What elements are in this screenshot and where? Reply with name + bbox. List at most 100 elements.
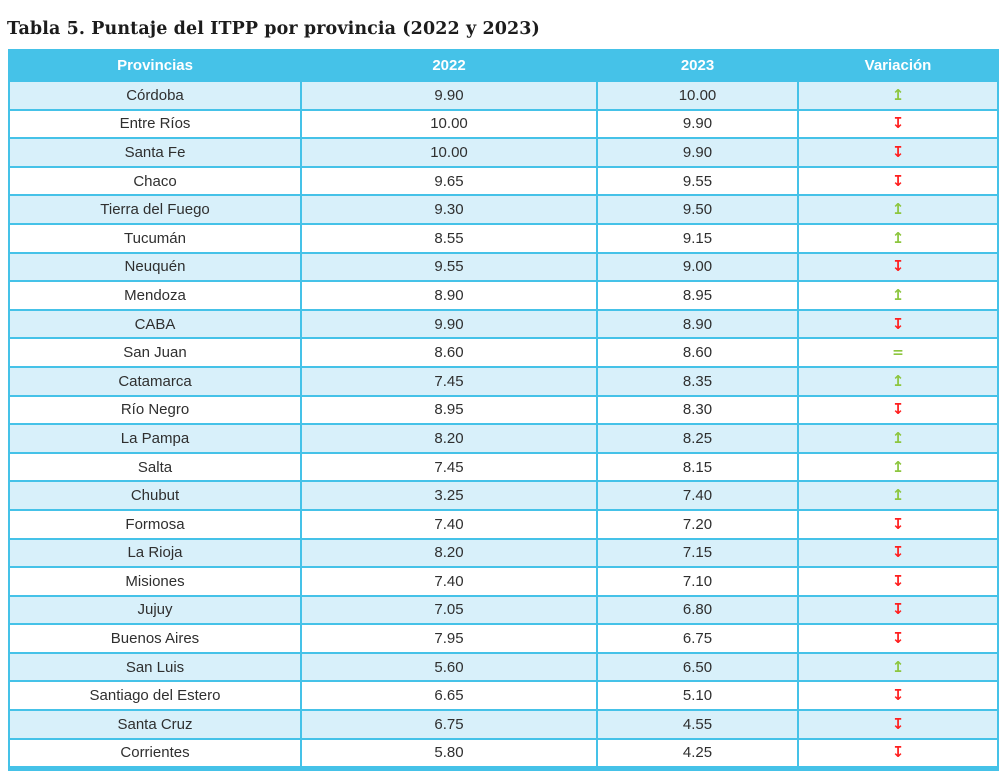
- table-row: Chaco 9.65 9.55 ↧: [8, 165, 999, 197]
- cell-2022: 6.75: [300, 709, 598, 740]
- cell-variacion: ↧: [797, 308, 999, 340]
- cell-provincia: Formosa: [8, 508, 302, 540]
- cell-variacion: ↧: [797, 165, 999, 197]
- cell-provincia: Entre Ríos: [8, 108, 302, 140]
- cell-2023: 6.75: [596, 623, 799, 654]
- cell-2023: 9.00: [596, 251, 799, 283]
- trend-down-icon: ↧: [891, 142, 905, 161]
- cell-variacion: ↧: [797, 594, 999, 626]
- table-row: Entre Ríos 10.00 9.90 ↧: [8, 108, 999, 140]
- cell-variacion: ↧: [797, 394, 999, 426]
- cell-variacion: ↧: [797, 108, 999, 140]
- cell-2023: 5.10: [596, 680, 799, 712]
- trend-up-icon: ↥: [891, 371, 905, 390]
- cell-provincia: Chaco: [8, 165, 302, 197]
- cell-2023: 7.10: [596, 566, 799, 597]
- cell-2022: 8.95: [300, 394, 598, 426]
- cell-2023: 9.55: [596, 165, 799, 197]
- cell-variacion: ↧: [797, 623, 999, 654]
- cell-2022: 9.55: [300, 251, 598, 283]
- table-row: Misiones 7.40 7.10 ↧: [8, 566, 999, 597]
- cell-provincia: Santa Cruz: [8, 709, 302, 740]
- cell-2022: 8.90: [300, 280, 598, 311]
- cell-variacion: ↥: [797, 194, 999, 225]
- cell-variacion: ↥: [797, 480, 999, 511]
- table-row: San Luis 5.60 6.50 ↥: [8, 651, 999, 683]
- column-header-variacion: Variación: [797, 49, 999, 82]
- table-body: Córdoba 9.90 10.00 ↥ Entre Ríos 10.00 9.…: [8, 80, 999, 770]
- cell-provincia: Tucumán: [8, 222, 302, 254]
- table-row: Formosa 7.40 7.20 ↧: [8, 508, 999, 540]
- table-row: Tucumán 8.55 9.15 ↥: [8, 222, 999, 254]
- cell-provincia: San Juan: [8, 337, 302, 368]
- cell-2022: 7.40: [300, 566, 598, 597]
- cell-variacion: ↧: [797, 566, 999, 597]
- cell-provincia: Mendoza: [8, 280, 302, 311]
- cell-2022: 10.00: [300, 108, 598, 140]
- cell-provincia: Neuquén: [8, 251, 302, 283]
- cell-provincia: Santa Fe: [8, 137, 302, 168]
- cell-variacion: ↧: [797, 137, 999, 168]
- cell-2022: 5.60: [300, 651, 598, 683]
- table-row: Río Negro 8.95 8.30 ↧: [8, 394, 999, 426]
- table-row: Buenos Aires 7.95 6.75 ↧: [8, 623, 999, 654]
- table-row: Córdoba 9.90 10.00 ↥: [8, 80, 999, 111]
- trend-down-icon: ↧: [891, 400, 905, 419]
- cell-provincia: Salta: [8, 451, 302, 483]
- cell-2023: 8.35: [596, 365, 799, 397]
- cell-2023: 7.20: [596, 508, 799, 540]
- cell-variacion: ↥: [797, 280, 999, 311]
- table-row: La Rioja 8.20 7.15 ↧: [8, 537, 999, 569]
- trend-down-icon: ↧: [891, 600, 905, 619]
- cell-2022: 9.90: [300, 308, 598, 340]
- trend-up-icon: ↥: [891, 457, 905, 476]
- table-row: Santa Fe 10.00 9.90 ↧: [8, 137, 999, 168]
- trend-up-icon: ↥: [891, 228, 905, 247]
- table-row: Mendoza 8.90 8.95 ↥: [8, 280, 999, 311]
- cell-variacion: ↥: [797, 651, 999, 683]
- cell-variacion: ↧: [797, 680, 999, 712]
- cell-2022: 7.05: [300, 594, 598, 626]
- table-row: Santa Cruz 6.75 4.55 ↧: [8, 709, 999, 740]
- cell-variacion: ↧: [797, 737, 999, 770]
- table-row: La Pampa 8.20 8.25 ↥: [8, 423, 999, 454]
- cell-provincia: Tierra del Fuego: [8, 194, 302, 225]
- table-row: Chubut 3.25 7.40 ↥: [8, 480, 999, 511]
- cell-provincia: La Rioja: [8, 537, 302, 569]
- trend-down-icon: ↧: [891, 571, 905, 590]
- cell-2022: 7.95: [300, 623, 598, 654]
- table-row: Neuquén 9.55 9.00 ↧: [8, 251, 999, 283]
- itpp-score-table: Provincias 2022 2023 Variación Córdoba 9…: [8, 49, 999, 772]
- cell-2022: 9.65: [300, 165, 598, 197]
- trend-up-icon: ↥: [891, 486, 905, 505]
- cell-2023: 9.50: [596, 194, 799, 225]
- cell-variacion: ↥: [797, 423, 999, 454]
- header-row: Provincias 2022 2023 Variación: [8, 49, 999, 82]
- cell-2022: 5.80: [300, 737, 598, 770]
- column-header-2022: 2022: [300, 49, 598, 82]
- cell-variacion: ↧: [797, 251, 999, 283]
- cell-2022: 6.65: [300, 680, 598, 712]
- cell-2022: 8.60: [300, 337, 598, 368]
- trend-up-icon: ↥: [891, 85, 905, 104]
- cell-2022: 8.20: [300, 423, 598, 454]
- cell-2023: 8.25: [596, 423, 799, 454]
- cell-2023: 9.90: [596, 108, 799, 140]
- cell-provincia: La Pampa: [8, 423, 302, 454]
- cell-variacion: ↥: [797, 80, 999, 111]
- cell-provincia: Catamarca: [8, 365, 302, 397]
- trend-up-icon: ↥: [891, 657, 905, 676]
- trend-down-icon: ↧: [891, 543, 905, 562]
- column-header-2023: 2023: [596, 49, 799, 82]
- table-row: Corrientes 5.80 4.25 ↧: [8, 737, 999, 770]
- cell-variacion: =: [797, 337, 999, 368]
- trend-up-icon: ↥: [891, 200, 905, 219]
- table-row: Catamarca 7.45 8.35 ↥: [8, 365, 999, 397]
- cell-2023: 9.90: [596, 137, 799, 168]
- cell-provincia: Jujuy: [8, 594, 302, 626]
- column-header-provincias: Provincias: [8, 49, 302, 82]
- table-title: Tabla 5. Puntaje del ITPP por provincia …: [7, 19, 540, 39]
- cell-2023: 9.15: [596, 222, 799, 254]
- cell-2022: 3.25: [300, 480, 598, 511]
